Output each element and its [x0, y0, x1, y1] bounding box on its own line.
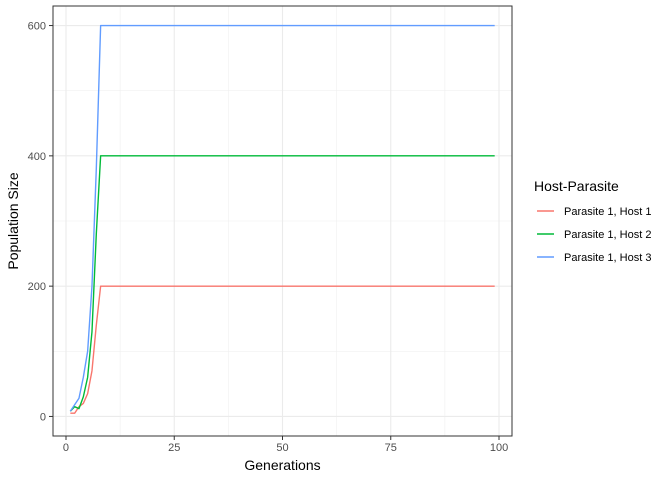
y-tick-label: 400: [28, 151, 46, 163]
x-tick-label: 0: [63, 442, 69, 454]
x-tick-label: 25: [168, 442, 180, 454]
y-tick-label: 600: [28, 21, 46, 33]
legend-label-3: Parasite 1, Host 3: [564, 252, 651, 264]
legend: Host-Parasite Parasite 1, Host 1 Parasite…: [534, 178, 651, 264]
x-axis-title: Generations: [244, 457, 320, 473]
y-tick-label: 0: [40, 411, 46, 423]
x-tick-label: 75: [385, 442, 397, 454]
y-tick-label: 200: [28, 281, 46, 293]
legend-label-2: Parasite 1, Host 2: [564, 229, 651, 241]
series-lines: [69, 24, 495, 414]
series-line-1: [70, 285, 495, 414]
x-axis: 0 25 50 75 100: [63, 436, 508, 454]
x-tick-label: 50: [276, 442, 288, 454]
legend-title: Host-Parasite: [534, 178, 619, 194]
series-line-2: [69, 155, 495, 412]
legend-label-1: Parasite 1, Host 1: [564, 206, 651, 218]
y-axis-title: Population Size: [5, 172, 21, 270]
y-axis: 0 200 400 600: [28, 21, 53, 423]
x-tick-label: 100: [490, 442, 508, 454]
series-line-3: [69, 24, 495, 412]
